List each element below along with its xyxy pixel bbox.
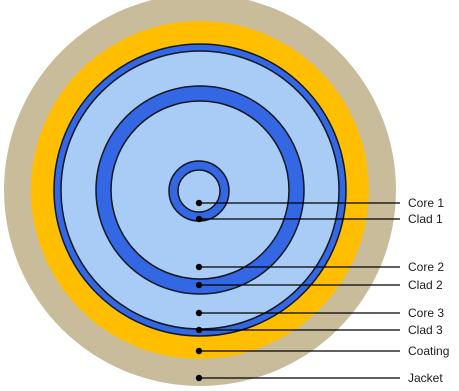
core-1-layer — [177, 169, 221, 213]
leader-clad-1 — [195, 215, 400, 223]
leader-clad-3 — [195, 326, 400, 334]
label-jacket: Jacket — [408, 371, 443, 385]
label-clad-1: Clad 1 — [408, 212, 443, 226]
leader-jacket — [195, 374, 400, 382]
leader-clad-2 — [195, 281, 400, 289]
label-clad-3: Clad 3 — [408, 323, 443, 337]
leader-core-1 — [195, 199, 400, 207]
label-core-2: Core 2 — [408, 260, 444, 274]
leader-lines — [195, 199, 400, 382]
label-core-3: Core 3 — [408, 306, 444, 320]
fiber-layers — [4, 0, 396, 386]
label-coating: Coating — [408, 344, 449, 358]
layer-labels: Core 1 Clad 1 Core 2 Clad 2 Core 3 Clad … — [408, 196, 449, 385]
label-core-1: Core 1 — [408, 196, 444, 210]
leader-core-2 — [195, 263, 400, 271]
label-clad-2: Clad 2 — [408, 278, 443, 292]
leader-coating — [195, 347, 400, 355]
leader-core-3 — [195, 309, 400, 317]
